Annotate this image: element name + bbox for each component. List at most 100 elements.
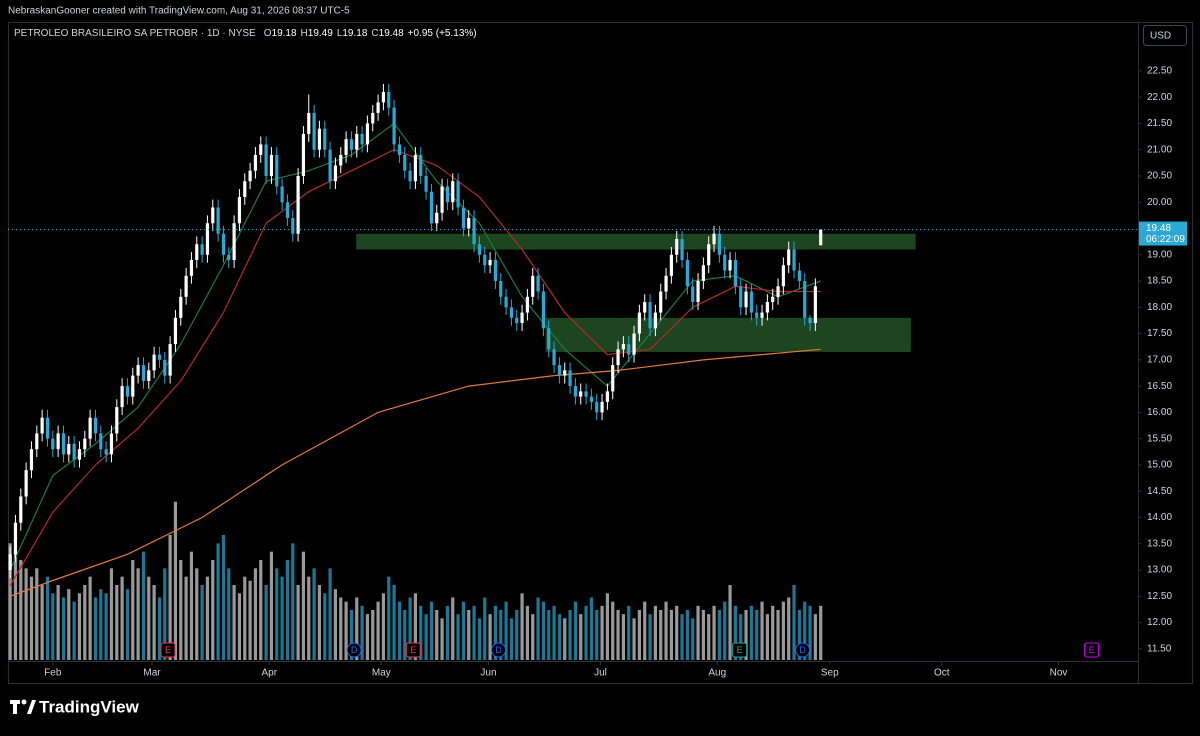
plot [8,84,916,660]
x-tick-label: May [372,668,391,679]
candle-body [211,207,215,224]
volume-bar [333,589,338,660]
y-tick-label: 17.50 [1147,328,1172,339]
event-marker[interactable]: D [346,642,362,658]
y-tick-label: 21.50 [1147,118,1172,129]
volume-bar [483,597,487,660]
currency-button[interactable] [1143,25,1187,46]
volume-bar [200,585,204,660]
volume-bar [451,597,455,660]
last-price-label: 19.48 [1146,223,1171,234]
candle-body [360,133,364,145]
volume-bar [339,597,343,660]
candle-body [803,281,807,318]
candle-body [328,149,332,182]
candle-body [717,233,721,255]
volume-bar [237,593,242,660]
ohlc-value: 19.48 [379,28,404,39]
candle-body [227,254,231,261]
volume-bar [595,610,599,660]
candle-body [552,349,556,366]
header: PETROLEO BRASILEIRO SA PETROBR · 1D · NY… [14,28,477,39]
candle-body [104,449,108,455]
volume-bar [429,601,434,660]
volume-bar [35,568,39,660]
candle-body [493,260,498,282]
event-label: E [165,645,171,655]
candle-body [755,312,759,318]
volume-bar [413,593,418,660]
candle-body [712,233,716,245]
candle-body [435,212,439,224]
candle-body [67,443,71,455]
volume-bar [19,560,23,660]
candle-body [184,275,188,297]
candle-body [403,154,407,171]
event-marker[interactable]: E [732,642,748,658]
volume-bar [632,618,636,660]
volume-bar [621,614,625,660]
volume-bar [611,601,615,660]
candle-body [371,112,375,124]
event-marker[interactable]: E [160,642,176,658]
x-tick-label: Sep [821,668,839,679]
volume-bar [536,597,540,660]
volume-bar [717,610,721,660]
event-marker[interactable]: D [795,642,811,658]
x-tick-label: Mar [143,668,161,679]
currency[interactable]: USD [1150,31,1171,42]
candle-body [563,370,567,376]
volume-bar [509,618,514,660]
volume-bar [637,610,641,660]
candle-body [120,386,124,408]
candle-body [88,417,92,439]
volume-bar [13,551,18,660]
ohlc-value: 19.18 [342,28,367,39]
y-tick-label: 18.50 [1147,276,1172,287]
candle-body [685,260,689,287]
volume-bar [781,601,785,660]
candle-body [792,249,796,271]
candle-body [547,328,551,350]
candle-body [467,217,471,229]
event-marker[interactable]: D [491,642,507,658]
volume-bar [205,576,210,660]
event-box [732,642,748,658]
brand-logo [10,699,36,714]
volume-bar [669,610,673,660]
candle-body [136,365,140,376]
volume-bar [467,610,471,660]
y-tick-label: 14.50 [1147,486,1172,497]
y-tick-label: 19.00 [1147,249,1172,260]
event-marker[interactable]: E [405,642,421,658]
volume-bar [419,605,423,660]
volume-bar [739,614,743,660]
candle-body [707,244,711,266]
volume-bar [461,601,466,660]
candle-body [637,312,641,334]
candle-body [813,286,817,324]
event-marker[interactable]: E [1084,642,1100,658]
candle-body [56,433,60,450]
candle-body [589,396,593,402]
volume-bar [685,610,689,660]
volume-bar [712,605,716,660]
y-tick-label: 12.50 [1147,591,1172,602]
volume-bar [29,576,34,660]
y-tick-label: 18.00 [1147,302,1172,313]
candle-body [61,433,66,455]
candle-body [131,375,135,397]
volume-bar [269,551,274,660]
volume-bar [435,610,439,660]
volume-bar [115,585,119,660]
candle-body [339,154,343,166]
volume-bar [371,610,375,660]
x-tick-label: Feb [44,668,62,679]
candle-body [621,344,625,350]
volume-bar [264,585,268,660]
candle-body [557,365,562,376]
y-tick-label: 13.00 [1147,565,1172,576]
candle-body [579,391,583,397]
candle-body [413,154,418,182]
candle-body [35,433,39,450]
